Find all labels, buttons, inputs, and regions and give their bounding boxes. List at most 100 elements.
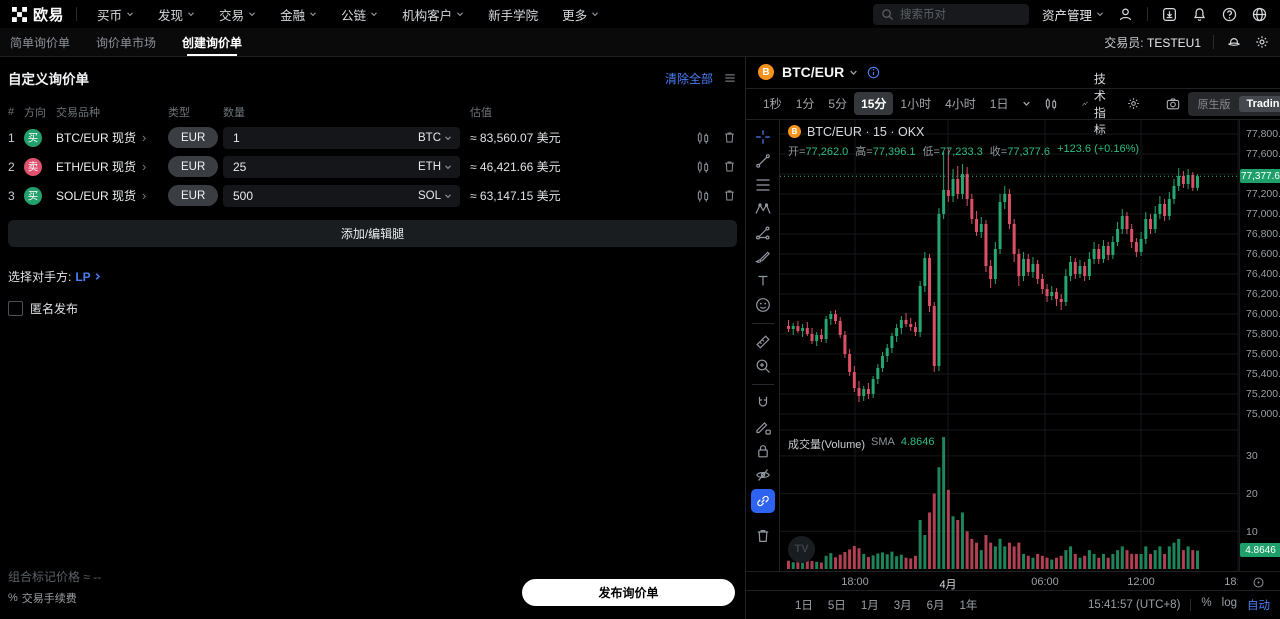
volume-tick-label: 20 (1246, 488, 1258, 500)
range-3月[interactable]: 3月 (894, 597, 912, 613)
type-pill[interactable]: EUR (168, 127, 218, 148)
help-icon[interactable] (1221, 6, 1238, 23)
nav-item-金融[interactable]: 金融 (268, 5, 329, 24)
crosshair-icon[interactable] (754, 125, 772, 149)
interval-1小时[interactable]: 1小时 (893, 92, 938, 115)
interval-4小时[interactable]: 4小时 (938, 92, 983, 115)
ruler-icon[interactable] (754, 330, 772, 354)
unit-label: ETH (418, 161, 441, 173)
version-原生版[interactable]: 原生版 (1190, 94, 1239, 114)
range-6月[interactable]: 6月 (927, 597, 945, 613)
quantity-input[interactable] (231, 159, 418, 175)
unit-selector[interactable]: ETH (418, 161, 452, 173)
interval-1秒[interactable]: 1秒 (756, 92, 789, 115)
pair-selector[interactable]: ETH/EUR 现货› (56, 158, 168, 175)
drawing-mode-icon[interactable] (754, 415, 772, 439)
chart-settings-gear-icon[interactable] (1121, 96, 1146, 111)
quantity-input[interactable] (231, 130, 418, 146)
delete-leg-icon[interactable] (722, 188, 737, 203)
view-chart-icon[interactable] (695, 188, 711, 204)
range-1月[interactable]: 1月 (861, 597, 879, 613)
search-input[interactable]: 搜索币对 (873, 4, 1029, 25)
quantity-field[interactable]: ETH (223, 156, 460, 178)
view-chart-icon[interactable] (695, 159, 711, 175)
globe-icon[interactable] (1251, 6, 1268, 23)
support-icon[interactable] (1226, 34, 1242, 50)
gear-icon[interactable] (1254, 34, 1270, 50)
type-pill[interactable]: EUR (168, 156, 218, 177)
sync-drawings-icon[interactable] (751, 489, 775, 513)
go-to-realtime-icon[interactable] (1251, 575, 1266, 590)
unit-selector[interactable]: BTC (418, 132, 452, 144)
lock-drawings-icon[interactable] (754, 439, 772, 463)
candle-type-icon[interactable] (1038, 96, 1064, 112)
projection-icon[interactable] (754, 221, 772, 245)
quantity-field[interactable]: BTC (223, 127, 460, 149)
interval-more-chevron[interactable] (1017, 99, 1036, 108)
submit-rfq-button[interactable]: 发布询价单 (522, 579, 735, 606)
symbol-selector[interactable]: BTC/EUR (782, 64, 858, 80)
user-icon[interactable] (1117, 6, 1134, 23)
range-5日[interactable]: 5日 (828, 597, 846, 613)
range-1年[interactable]: 1年 (960, 597, 978, 613)
rfq-menu-icon[interactable] (723, 71, 737, 85)
range-1日[interactable]: 1日 (795, 597, 813, 613)
unit-label: BTC (418, 132, 441, 144)
fee-row[interactable]: %交易手续费 (8, 590, 101, 606)
scale-自动[interactable]: 自动 (1247, 597, 1270, 613)
interval-5分[interactable]: 5分 (821, 92, 854, 115)
chart-area[interactable]: B BTC/EUR · 15 · OKX 开=77,262.0 高=77,396… (746, 120, 1280, 590)
trend-line-icon[interactable] (754, 149, 772, 173)
nav-item-新手学院[interactable]: 新手学院 (476, 5, 550, 24)
unit-selector[interactable]: SOL (418, 190, 452, 202)
tab-询价单市场[interactable]: 询价单市场 (96, 28, 156, 56)
chevron-down-icon (591, 10, 599, 18)
counterparty-link[interactable]: LP (75, 270, 101, 284)
magnet-icon[interactable] (754, 391, 772, 415)
view-chart-icon[interactable] (695, 130, 711, 146)
clear-all-button[interactable]: 清除全部 (665, 70, 713, 87)
bell-icon[interactable] (1191, 6, 1208, 23)
interval-1日[interactable]: 1日 (983, 92, 1016, 115)
tab-简单询价单[interactable]: 简单询价单 (10, 28, 70, 56)
quantity-input[interactable] (231, 188, 418, 204)
nav-item-更多[interactable]: 更多 (550, 5, 611, 24)
pair-selector[interactable]: BTC/EUR 现货› (56, 129, 168, 146)
tab-创建询价单[interactable]: 创建询价单 (182, 28, 242, 56)
quantity-field[interactable]: SOL (223, 185, 460, 207)
interval-1分[interactable]: 1分 (789, 92, 822, 115)
nav-item-公链[interactable]: 公链 (329, 5, 390, 24)
fib-retracement-icon[interactable] (754, 173, 772, 197)
nav-item-买币[interactable]: 买币 (85, 5, 146, 24)
type-pill[interactable]: EUR (168, 185, 218, 206)
clock[interactable]: 15:41:57 (UTC+8) (1088, 599, 1180, 611)
delete-leg-icon[interactable] (722, 159, 737, 174)
okx-logo[interactable]: 欧易 (12, 4, 64, 25)
delete-leg-icon[interactable] (722, 130, 737, 145)
candlestick-chart[interactable] (780, 120, 1240, 571)
download-app-icon[interactable] (1161, 6, 1178, 23)
anonymous-checkbox[interactable] (8, 301, 23, 316)
version-TradingView[interactable]: TradingView (1239, 96, 1280, 112)
scale-log[interactable]: log (1222, 597, 1237, 613)
text-icon[interactable] (754, 269, 772, 293)
remove-drawings-icon[interactable] (754, 524, 772, 548)
pair-selector[interactable]: SOL/EUR 现货› (56, 187, 168, 204)
xabcd-pattern-icon[interactable] (754, 197, 772, 221)
add-edit-legs-button[interactable]: 添加/编辑腿 (8, 220, 737, 247)
brush-icon[interactable] (754, 245, 772, 269)
snapshot-camera-icon[interactable] (1160, 96, 1186, 112)
interval-15分[interactable]: 15分 (854, 92, 893, 115)
emoji-icon[interactable] (754, 293, 772, 317)
hide-drawings-icon[interactable] (754, 463, 772, 487)
info-icon[interactable] (866, 65, 881, 80)
nav-item-发现[interactable]: 发现 (146, 5, 207, 24)
nav-item-机构客户[interactable]: 机构客户 (390, 5, 476, 24)
assets-menu[interactable]: 资产管理 (1042, 5, 1104, 24)
nav-item-交易[interactable]: 交易 (207, 5, 268, 24)
scale-%[interactable]: % (1201, 597, 1211, 613)
zoom-in-icon[interactable] (754, 354, 772, 378)
